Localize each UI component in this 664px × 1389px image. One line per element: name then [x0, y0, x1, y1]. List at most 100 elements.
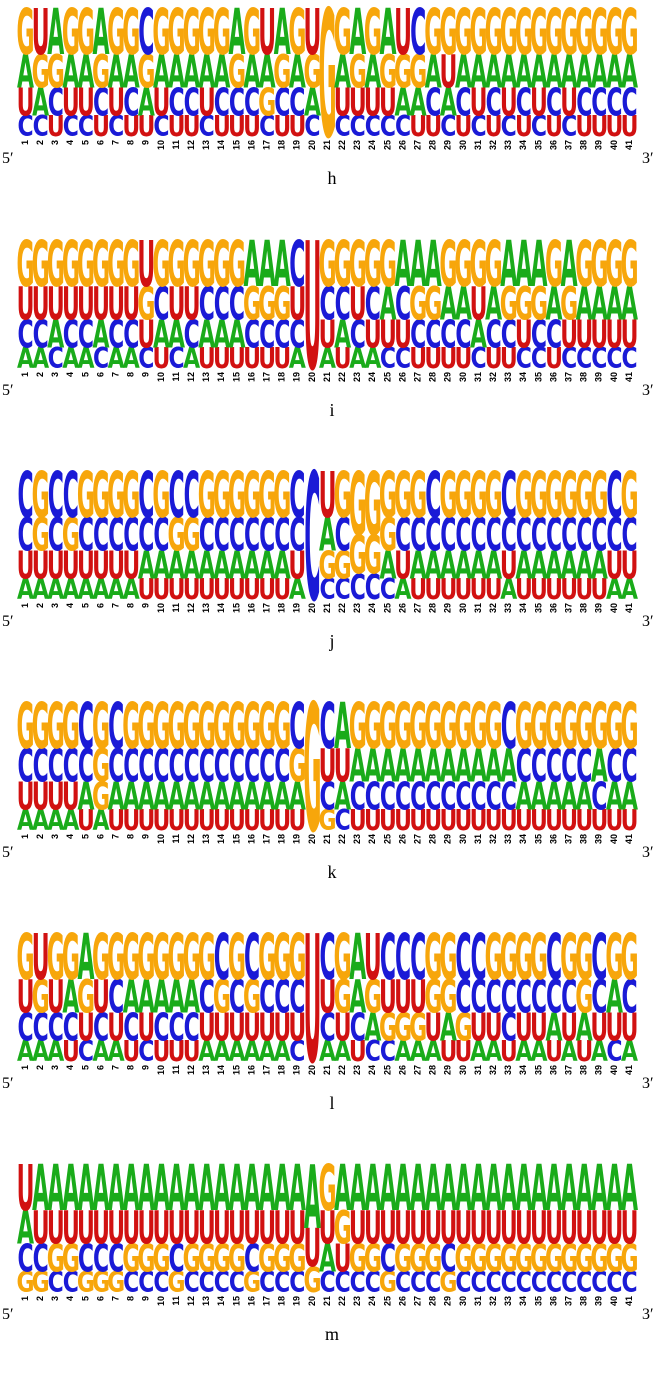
logo-letter: A	[395, 1156, 412, 1226]
logo-letter: U	[122, 544, 140, 588]
logo-letter: G	[560, 0, 578, 70]
logo-letter: C	[561, 741, 577, 793]
logo-letter: A	[47, 573, 64, 605]
logo-letter: A	[349, 0, 366, 70]
position-index: 21	[322, 140, 332, 150]
logo-letter: A	[62, 573, 79, 605]
logo-letter: C	[229, 279, 245, 331]
position-index: 17	[262, 1296, 272, 1306]
logo-letter: C	[48, 81, 64, 125]
logo-letter: G	[379, 463, 397, 533]
position-index: 23	[352, 140, 362, 150]
position-index: 22	[337, 1296, 347, 1306]
logo-letter: A	[183, 775, 200, 819]
logo-letter: G	[545, 0, 563, 70]
position-index: 4	[65, 834, 75, 839]
logo-letter: U	[32, 775, 50, 819]
position-index: 15	[231, 140, 241, 150]
logo-letter: G	[213, 1237, 231, 1281]
logo-letter: G	[485, 694, 503, 764]
logo-letter: U	[92, 544, 110, 588]
logo-letter: C	[244, 741, 260, 793]
logo-letter: G	[379, 510, 397, 562]
position-index: 38	[579, 834, 589, 844]
logo-letter: G	[288, 925, 306, 995]
logo-letter: U	[606, 1203, 624, 1255]
logo-letter: U	[32, 544, 50, 588]
logo-letter: C	[350, 313, 366, 357]
logo-letter: C	[274, 510, 290, 562]
logo-letter: U	[137, 313, 155, 357]
position-index: 37	[564, 603, 574, 613]
logo-letter: G	[560, 925, 578, 995]
position-index: 1	[20, 603, 30, 608]
logo-letter: C	[621, 510, 637, 562]
logo-letter: G	[439, 1266, 457, 1298]
position-index: 36	[548, 1065, 558, 1075]
logo-letter: A	[546, 1156, 563, 1226]
logo-letter: G	[560, 279, 578, 331]
logo-letter: A	[274, 1035, 291, 1067]
logo-letter: C	[365, 110, 381, 142]
logo-letter: U	[394, 972, 412, 1024]
logo-letter: C	[350, 775, 366, 819]
logo-letter: G	[273, 279, 291, 331]
logo-letter: G	[319, 544, 337, 588]
position-index: 8	[126, 372, 136, 377]
logo-letter: U	[500, 804, 518, 836]
logo-letter: A	[455, 1156, 472, 1226]
logo-letter: C	[153, 510, 169, 562]
logo-letter: U	[198, 804, 216, 836]
logo-letter: A	[485, 47, 502, 99]
logo-letter: U	[424, 804, 442, 836]
logo-letter: G	[273, 694, 291, 764]
logo-letter: A	[62, 342, 79, 374]
position-index: 12	[186, 1296, 196, 1306]
logo-letter: U	[470, 81, 488, 125]
logo-letter: G	[590, 463, 608, 533]
position-index: 16	[246, 1296, 256, 1306]
logo-letter: G	[364, 232, 382, 302]
logo-letter: U	[92, 972, 110, 1024]
logo-letter: C	[425, 510, 441, 562]
logo-letter: U	[107, 1006, 125, 1050]
position-index: 13	[201, 140, 211, 150]
logo-letter: G	[349, 463, 367, 557]
logo-letter: G	[288, 1237, 306, 1281]
logo-letter: G	[183, 232, 201, 302]
logo-letter: U	[319, 1203, 337, 1255]
logo-letter: C	[425, 463, 441, 533]
logo-letter: C	[63, 313, 79, 357]
logo-letter: C	[546, 81, 562, 125]
position-index: 12	[186, 1065, 196, 1075]
position-index: 26	[397, 1296, 407, 1306]
logo-letter: G	[137, 47, 155, 99]
logo-letter: G	[62, 0, 80, 70]
logo-letter: U	[379, 313, 397, 357]
position-index: 1	[20, 372, 30, 377]
position-index: 33	[503, 1065, 513, 1075]
logo-letter: A	[425, 1156, 442, 1226]
logo-letter: C	[486, 81, 502, 125]
logo-letter: G	[364, 525, 382, 586]
logo-letter: C	[380, 573, 396, 605]
position-index: 19	[292, 834, 302, 844]
logo-letter: C	[410, 775, 426, 819]
logo-letter: A	[500, 47, 517, 99]
logo-letter: A	[606, 573, 623, 605]
logo-letter: G	[470, 0, 488, 70]
logo-letter: G	[183, 0, 201, 70]
logo-letter: G	[424, 972, 442, 1024]
position-index: 8	[126, 140, 136, 145]
position-index: 7	[111, 1296, 121, 1301]
position-index: 6	[95, 834, 105, 839]
logo-letter: U	[228, 110, 246, 142]
logo-letter: U	[515, 1203, 533, 1255]
logo-letter: C	[214, 741, 230, 793]
logo-letter: A	[410, 232, 427, 302]
position-index: 35	[533, 603, 543, 613]
position-index: 16	[246, 603, 256, 613]
logo-letter: C	[621, 741, 637, 793]
logo-letter: G	[62, 1237, 80, 1281]
